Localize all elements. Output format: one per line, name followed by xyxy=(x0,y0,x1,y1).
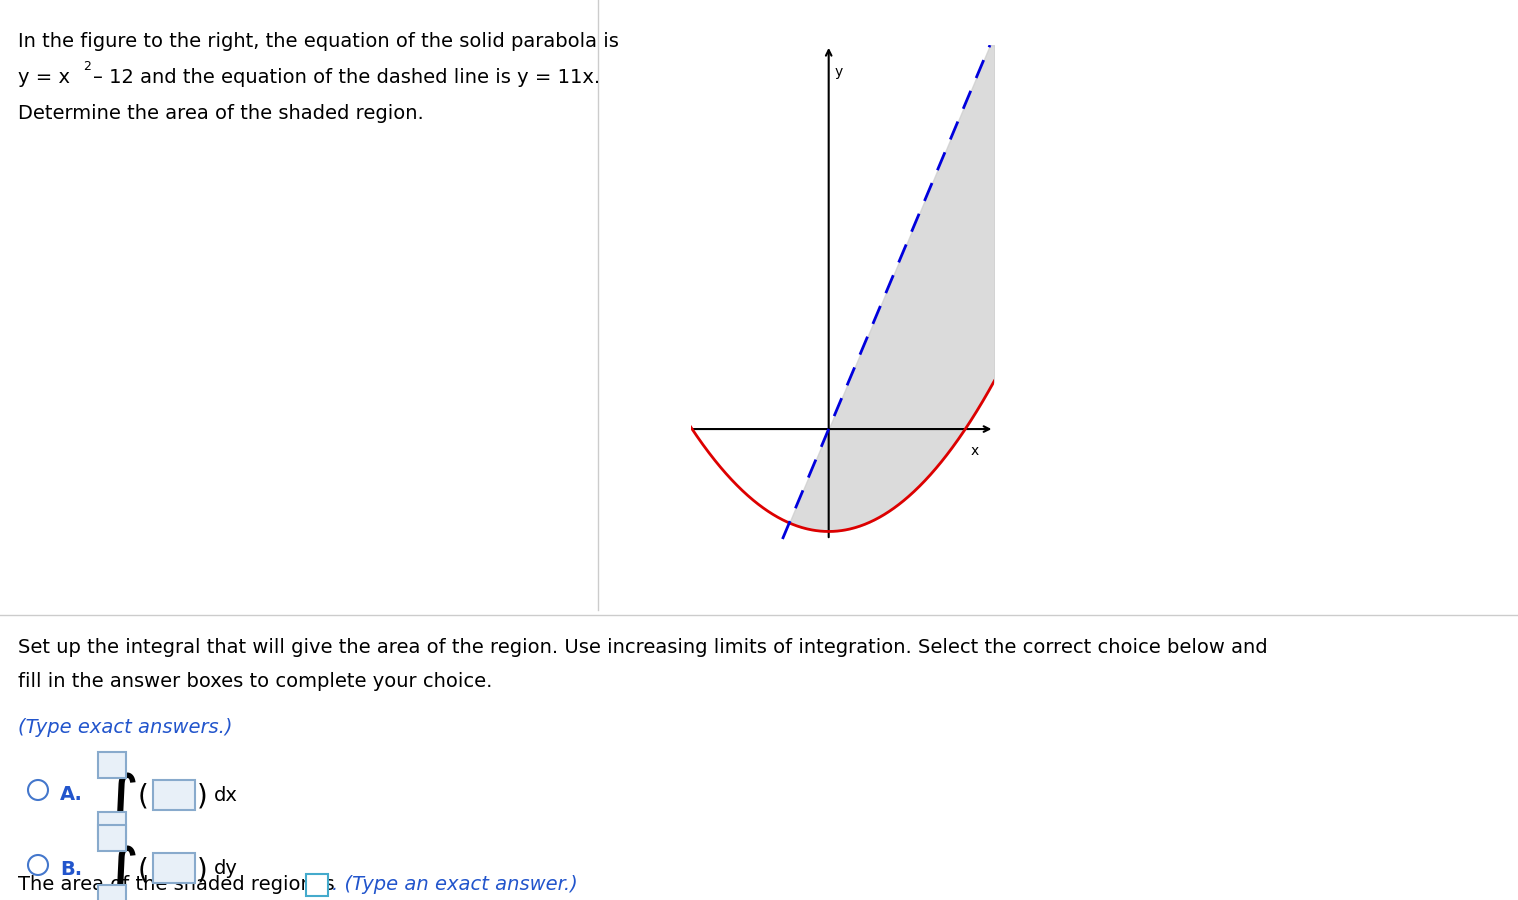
Text: y: y xyxy=(835,65,842,79)
FancyBboxPatch shape xyxy=(99,812,126,838)
Text: In the figure to the right, the equation of the solid parabola is: In the figure to the right, the equation… xyxy=(18,32,619,51)
Text: – 12 and the equation of the dashed line is y = 11x.: – 12 and the equation of the dashed line… xyxy=(93,68,600,87)
Text: The area of the shaded region is: The area of the shaded region is xyxy=(18,875,348,894)
FancyBboxPatch shape xyxy=(153,853,194,883)
Circle shape xyxy=(27,855,49,875)
Text: Determine the area of the shaded region.: Determine the area of the shaded region. xyxy=(18,104,424,123)
FancyBboxPatch shape xyxy=(307,874,328,896)
FancyBboxPatch shape xyxy=(99,885,126,900)
Text: y = x: y = x xyxy=(18,68,70,87)
Text: (: ( xyxy=(138,856,149,884)
Text: B.: B. xyxy=(61,860,82,879)
Text: 2: 2 xyxy=(83,60,91,73)
Text: dx: dx xyxy=(214,786,238,805)
Text: (: ( xyxy=(138,783,149,811)
Text: $\int$: $\int$ xyxy=(100,843,137,900)
FancyBboxPatch shape xyxy=(153,780,194,810)
Text: Set up the integral that will give the area of the region. Use increasing limits: Set up the integral that will give the a… xyxy=(18,638,1268,657)
FancyBboxPatch shape xyxy=(99,752,126,778)
FancyBboxPatch shape xyxy=(99,825,126,851)
Text: ): ) xyxy=(197,783,208,811)
Text: x: x xyxy=(970,445,979,458)
Text: fill in the answer boxes to complete your choice.: fill in the answer boxes to complete you… xyxy=(18,672,492,691)
Circle shape xyxy=(27,780,49,800)
Text: A.: A. xyxy=(61,785,83,804)
Text: $\int$: $\int$ xyxy=(100,770,137,847)
Text: ): ) xyxy=(197,856,208,884)
Text: . (Type an exact answer.): . (Type an exact answer.) xyxy=(332,875,578,894)
Text: dy: dy xyxy=(214,859,238,878)
Text: (Type exact answers.): (Type exact answers.) xyxy=(18,718,232,737)
